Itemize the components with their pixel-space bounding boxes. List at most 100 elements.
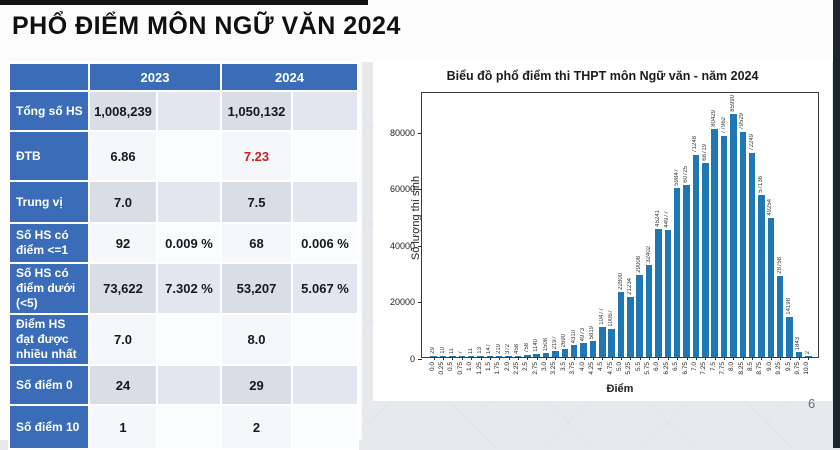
- y-tick-mark: [418, 302, 422, 304]
- table-row: Số HS có điểm <=1 92 0.009 % 68 0.006 %: [8, 222, 359, 264]
- bar-6.75: [683, 185, 690, 357]
- bar-value-label: 57136: [757, 176, 764, 193]
- y-tick-label: 20000: [389, 297, 415, 308]
- x-tick-label: 4.5: [597, 362, 605, 372]
- bar-value-label: 77962: [720, 117, 727, 134]
- bar-4.75: [608, 329, 615, 357]
- x-tick-mark: [461, 357, 463, 360]
- bar-value-label: 68719: [701, 144, 708, 161]
- x-tick-mark: [770, 357, 772, 360]
- x-tick-label: 8.0: [728, 362, 736, 372]
- percent-2024: [291, 180, 359, 224]
- bar-value-label: 10477: [598, 308, 605, 325]
- x-tick-label: 2.25: [512, 362, 520, 375]
- x-tick-mark: [780, 357, 782, 360]
- x-tick-mark: [452, 357, 454, 360]
- bar-value-label: 60725: [683, 166, 690, 183]
- x-tick-mark: [611, 357, 613, 360]
- bar-2.0: [505, 356, 512, 357]
- value-2023: 73,622: [88, 262, 158, 315]
- x-tick-label: 6.5: [672, 362, 680, 372]
- table-row: Tổng số HS 1,008,239 1,050,132: [8, 90, 359, 132]
- value-2024: 2: [220, 404, 293, 450]
- x-tick-label: 6.75: [681, 362, 689, 375]
- bar-7.0: [692, 155, 700, 357]
- x-tick-mark: [808, 357, 810, 360]
- bar-7.25: [702, 163, 709, 357]
- bar-0.0: [430, 356, 437, 357]
- y-tick-label: 40000: [389, 240, 415, 251]
- x-tick-mark: [752, 357, 754, 360]
- table-row: Điểm HS đạt được nhiều nhất 7.0 8.0: [8, 313, 359, 366]
- percent-2024: [291, 130, 359, 182]
- row-label: Tổng số HS: [8, 90, 90, 132]
- percent-2024: [291, 313, 359, 366]
- bar-5.25: [627, 297, 634, 357]
- bar-8.5: [748, 153, 756, 357]
- percent-2024: 5.067 %: [291, 262, 359, 315]
- bar-value-label: 28758: [776, 257, 783, 274]
- bar-value-label: 758: [523, 342, 530, 353]
- table-header-row: 2023 2024: [8, 62, 359, 92]
- x-tick-mark: [649, 357, 651, 360]
- bar-value-label: 11: [467, 347, 474, 354]
- x-tick-label: 7.25: [700, 362, 708, 375]
- x-tick-mark: [602, 357, 604, 360]
- bar-0.5: [449, 356, 456, 357]
- bar-2.25: [514, 356, 522, 357]
- bar-8.0: [730, 114, 737, 357]
- right-edge-strip: [833, 0, 840, 448]
- percent-2024: [291, 404, 359, 450]
- table-row: ĐTB 6.86 7.23: [8, 130, 359, 182]
- x-tick-mark: [443, 357, 445, 360]
- x-tick-mark: [789, 357, 791, 360]
- bar-value-label: 49254: [767, 199, 774, 216]
- x-tick-label: 9.75: [793, 362, 801, 375]
- x-tick-label: 8.25: [737, 362, 745, 375]
- x-tick-mark: [724, 357, 726, 360]
- percent-2023: [156, 313, 222, 366]
- x-tick-label: 0.5: [447, 362, 455, 372]
- bar-value-label: 219: [495, 343, 502, 354]
- x-tick-label: 1.0: [466, 362, 474, 372]
- bar-value-label: 71248: [692, 136, 699, 153]
- bar-value-label: 14198: [786, 298, 793, 315]
- bar-3.5: [561, 349, 569, 357]
- table-corner-cell: [8, 62, 90, 92]
- y-tick-label: 80000: [389, 127, 415, 138]
- x-tick-label: 5.75: [644, 362, 652, 375]
- x-tick-label: 5.0: [616, 362, 623, 372]
- bar-9.5: [786, 317, 793, 357]
- bar-0.75: [458, 356, 466, 357]
- bar-value-label: 372: [505, 343, 512, 354]
- bar-value-label: 4310: [570, 329, 577, 343]
- x-tick-mark: [499, 357, 501, 360]
- bar-value-label: 21234: [626, 278, 633, 295]
- bar-5.5: [636, 275, 643, 357]
- y-tick-mark: [418, 359, 422, 360]
- percent-2023: [156, 364, 222, 406]
- bar-1.5: [486, 356, 494, 357]
- x-tick-label: 7.5: [709, 362, 717, 372]
- x-tick-mark: [639, 357, 641, 360]
- x-tick-mark: [583, 357, 585, 360]
- x-tick-mark: [592, 357, 594, 360]
- row-label: Số HS có điểm <=1: [8, 222, 90, 264]
- bar-3.0: [542, 353, 550, 357]
- comparison-table: 2023 2024 Tổng số HS 1,008,239 1,050,132 ĐTB 6…: [8, 62, 359, 450]
- bar-8.75: [758, 195, 765, 357]
- x-tick-label: 4.0: [578, 362, 586, 372]
- page-title: PHỔ ĐIỂM MÔN NGỮ VĂN 2024: [12, 12, 401, 40]
- value-2024: 68: [220, 222, 293, 264]
- percent-2024: 0.006 %: [291, 222, 359, 264]
- chart-panel: Biểu đồ phổ điểm thi THPT môn Ngữ văn - …: [373, 62, 832, 401]
- row-label: Điểm HS đạt được nhiều nhất: [8, 313, 90, 366]
- x-tick-mark: [480, 357, 482, 360]
- bar-value-label: 147: [486, 343, 493, 354]
- x-tick-mark: [742, 357, 744, 360]
- bar-value-label: 79529: [739, 113, 746, 130]
- x-tick-label: 1.75: [494, 362, 502, 375]
- x-tick-mark: [489, 357, 491, 360]
- bar-value-label: 72249: [748, 134, 755, 151]
- table-row: Số điểm 0 24 29: [8, 364, 359, 406]
